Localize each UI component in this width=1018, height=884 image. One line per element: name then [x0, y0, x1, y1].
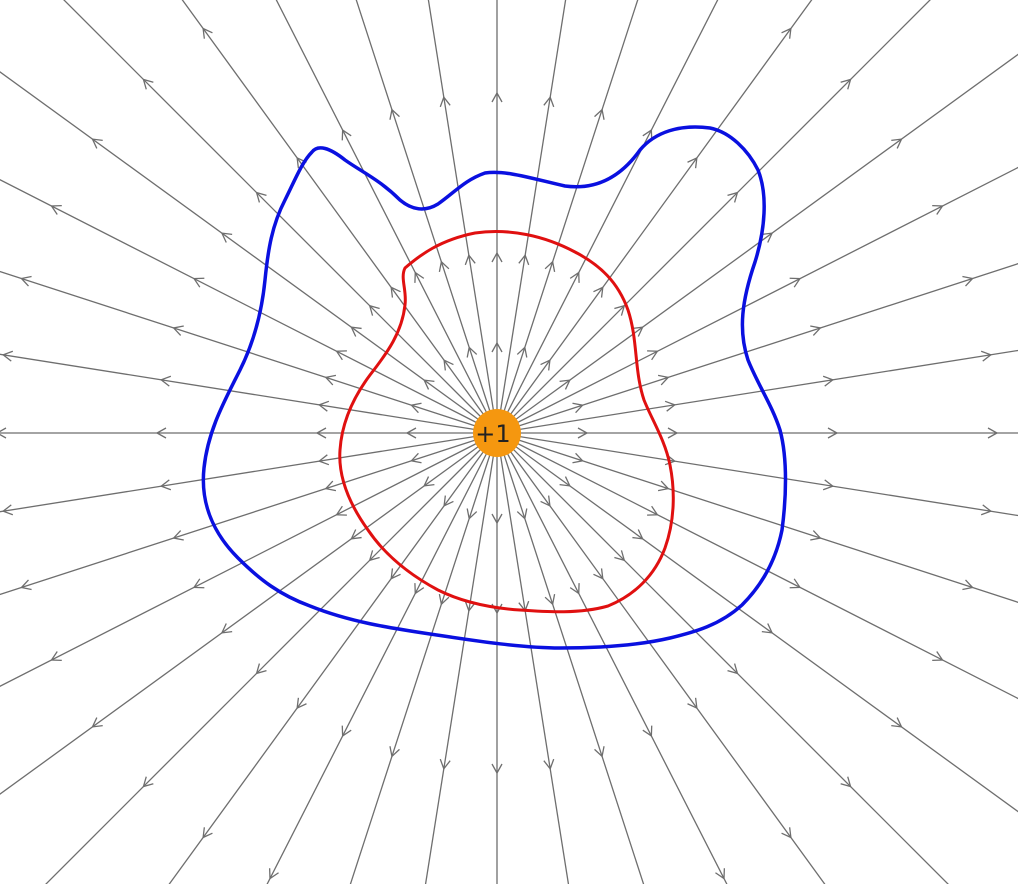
field-line: [0, 433, 497, 884]
field-line: [497, 0, 700, 433]
charge-label: +1: [475, 420, 510, 448]
field-line: [497, 0, 1018, 433]
field-line: [0, 433, 497, 884]
field-line: [497, 0, 1018, 433]
field-line: [0, 0, 497, 433]
field-line: [0, 0, 497, 433]
field-line: [0, 433, 497, 884]
field-line: [0, 0, 497, 433]
field-line: [497, 433, 700, 884]
field-line: [497, 230, 1018, 433]
field-line: [497, 0, 1018, 433]
field-line: [497, 0, 1018, 433]
field-line: [0, 433, 497, 884]
field-line: [497, 0, 1018, 433]
outer-closed-surface: [203, 127, 785, 648]
field-line: [0, 0, 497, 433]
field-line: [294, 433, 497, 884]
field-line: [294, 0, 497, 433]
point-charge: +1: [473, 409, 521, 457]
field-line: [497, 433, 1018, 835]
field-line: [497, 433, 1018, 884]
field-line: [497, 31, 1018, 433]
field-line: [497, 433, 1018, 636]
field-line: [0, 0, 497, 433]
field-line: [0, 433, 497, 884]
